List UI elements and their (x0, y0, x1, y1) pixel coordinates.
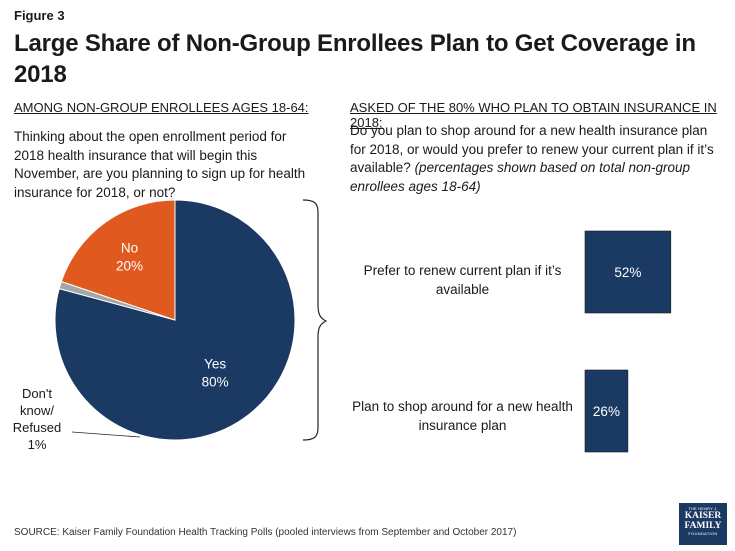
brace-connector (302, 199, 328, 441)
bar-chart: 52% 26% (584, 230, 672, 453)
pie-slice-label: Yes (204, 356, 226, 371)
logo-line: FAMILY (684, 521, 722, 531)
dont-know-leader-line (71, 431, 141, 438)
bar-value-label: 26% (593, 404, 620, 419)
pie-slice-label: Don't (22, 386, 52, 401)
pie-slice-label: Refused (13, 420, 61, 435)
right-subhead: ASKED OF THE 80% WHO PLAN TO OBTAIN INSU… (350, 100, 717, 130)
right-question-text: Do you plan to shop around for a new hea… (350, 123, 714, 175)
bar-category-label: Prefer to renew current plan if it’s ava… (363, 263, 562, 297)
left-question: Thinking about the open enrollment perio… (14, 129, 306, 200)
pie-slice-label: No (121, 241, 138, 256)
chart-title: Large Share of Non-Group Enrollees Plan … (14, 30, 696, 88)
logo-line: FOUNDATION (688, 531, 718, 536)
pie-chart: Yes 80% No 20% Don't know/Refused 1% (13, 199, 296, 452)
pie-slice-label: know/ (20, 403, 54, 418)
bar (584, 230, 672, 314)
pie-value-label: 80% (202, 374, 229, 389)
logo-line: KAISER (684, 511, 722, 521)
pie-value-label: 20% (116, 259, 143, 274)
kff-logo: THE HENRY J. KAISER FAMILY FOUNDATION (679, 503, 727, 545)
bar-value-label: 52% (614, 265, 641, 280)
bar-category-label: Plan to shop around for a new health ins… (352, 399, 573, 433)
right-question-note: (percentages shown based on total non-gr… (350, 160, 691, 194)
source-footnote: SOURCE: Kaiser Family Foundation Health … (14, 527, 517, 538)
figure-label: Figure 3 (14, 8, 65, 23)
left-subhead: AMONG NON-GROUP ENROLLEES AGES 18-64: (14, 100, 309, 115)
right-question: Do you plan to shop around for a new hea… (350, 122, 725, 196)
logo-line: THE HENRY J. (688, 506, 718, 511)
pie-slice (60, 199, 176, 321)
pie-value-label: 1% (28, 437, 47, 452)
bar (584, 369, 629, 453)
